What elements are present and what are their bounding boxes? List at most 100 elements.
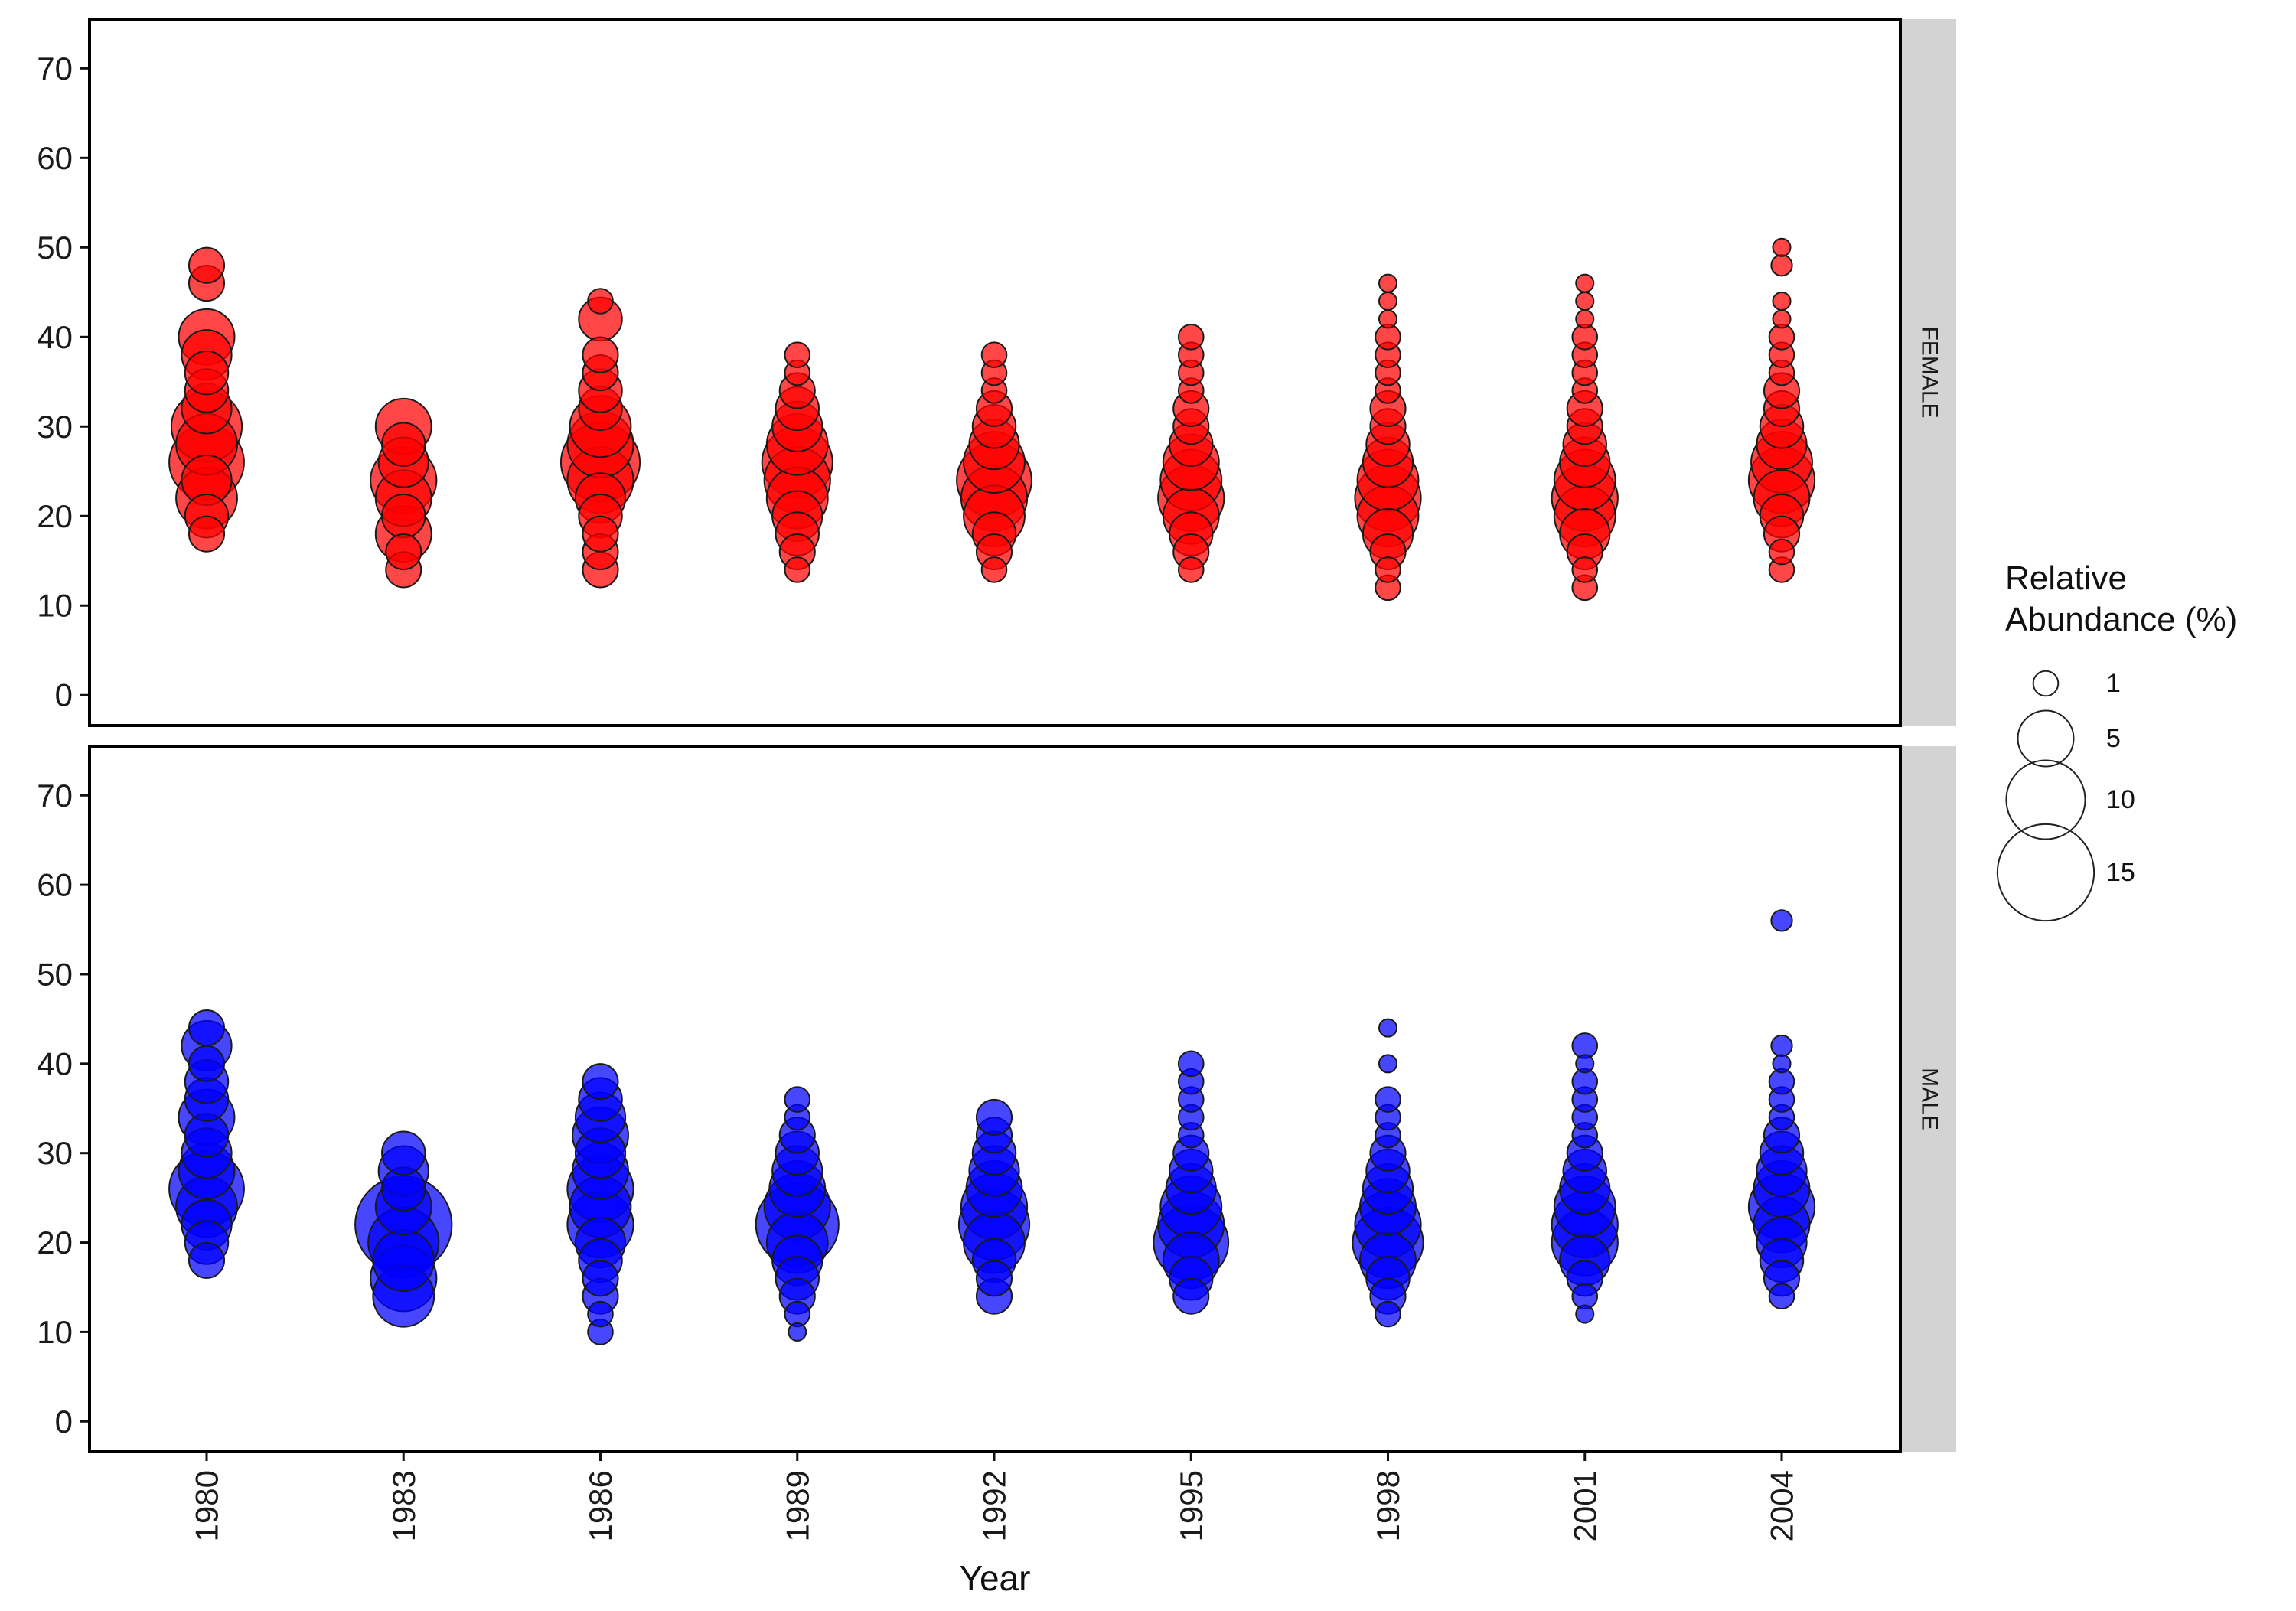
panels-layer: FEMALE 0 10 20 30 40 50 60 70 MALE 0 10 20 30 40 50 60 70 — [37, 18, 1956, 1453]
y-tick-label: 10 — [37, 1314, 73, 1350]
x-axis-title: Year — [960, 1558, 1031, 1598]
bubble-point — [1772, 291, 1792, 311]
legend-title: Abundance (%) — [2005, 601, 2237, 638]
bubble-point — [784, 1086, 811, 1113]
y-tick-label: 50 — [37, 956, 73, 992]
bubble-point — [582, 1260, 619, 1297]
bubble-point — [1772, 1054, 1792, 1074]
y-tick-label: 20 — [37, 1225, 73, 1260]
x-axis: 1980 1983 1986 1989 1992 1995 1998 2001 2004 — [189, 1452, 1800, 1541]
bubble-point — [1772, 309, 1792, 329]
bubble-point — [1770, 909, 1793, 932]
x-tick-label: 2004 — [1764, 1470, 1800, 1541]
y-tick-label: 30 — [37, 1135, 73, 1171]
bubble-point — [381, 1130, 426, 1176]
legend-key-circle — [2017, 709, 2075, 768]
bubble-point — [980, 341, 1008, 368]
bubble-point — [1575, 1304, 1595, 1324]
y-tick-label: 20 — [37, 498, 73, 534]
y-tick-label: 60 — [37, 867, 73, 903]
y-tick-label: 70 — [37, 51, 73, 86]
bubble-point — [1575, 1054, 1595, 1074]
legend-key-label: 15 — [2106, 858, 2135, 887]
bubble-point — [381, 422, 426, 467]
bubble-point — [372, 1228, 435, 1292]
x-tick-label: 1992 — [977, 1470, 1013, 1541]
x-tick-label: 1986 — [582, 1470, 618, 1541]
bubble-point — [188, 515, 226, 553]
bubble-point — [1375, 1300, 1401, 1328]
strip-male — [1900, 746, 1956, 1452]
bubble-point — [1378, 309, 1398, 329]
legend-key-label: 1 — [2106, 669, 2121, 698]
bubble-point — [1177, 556, 1205, 583]
bubble-point — [1378, 1054, 1398, 1074]
y-tick-label: 60 — [37, 140, 73, 176]
bubble-point — [975, 1098, 1013, 1137]
bubble-point — [1575, 273, 1595, 293]
bubble-point — [975, 1260, 1013, 1297]
legend-title: Relative — [2005, 559, 2127, 597]
bubble-point — [1375, 556, 1401, 583]
strip-label-female: FEMALE — [1917, 326, 1942, 418]
bubble-point — [582, 1063, 619, 1101]
y-tick-label: 70 — [37, 778, 73, 814]
bubble-point — [188, 246, 226, 284]
bubble-point — [1768, 538, 1795, 566]
bubble-point — [582, 336, 619, 373]
legend-key-circle — [2032, 670, 2060, 697]
y-tick-label: 50 — [37, 230, 73, 266]
x-tick-label: 2001 — [1567, 1470, 1603, 1541]
bubble-point — [587, 288, 614, 315]
y-tick-label: 40 — [37, 1045, 73, 1081]
bubble-point — [381, 494, 426, 539]
legend-key-circle — [2005, 759, 2086, 840]
strip-label-male: MALE — [1917, 1068, 1942, 1130]
y-tick-label: 0 — [55, 677, 73, 713]
legend-key-label: 5 — [2106, 724, 2121, 753]
y-tick-label: 30 — [37, 409, 73, 445]
bubble-point — [1575, 291, 1595, 311]
x-tick-label: 1980 — [189, 1470, 225, 1541]
bubble-point — [1177, 1050, 1205, 1078]
bubble-point — [1378, 291, 1398, 311]
legend-key-label: 10 — [2106, 785, 2135, 814]
bubble-point — [582, 515, 619, 553]
panel-border-female — [88, 18, 1902, 727]
legend-key-circle — [1996, 823, 2095, 922]
panel-male: MALE 0 10 20 30 40 50 60 70 — [37, 745, 1956, 1453]
y-tick-label: 40 — [37, 319, 73, 355]
bubble-point — [1575, 309, 1595, 329]
bubble-point — [1768, 1283, 1795, 1309]
bubble-point — [1378, 273, 1398, 293]
x-tick-label: 1989 — [779, 1470, 815, 1541]
strip-female — [1900, 19, 1956, 726]
x-tick-label: 1983 — [386, 1470, 422, 1541]
bubble-point — [980, 556, 1008, 583]
bubble-point — [188, 1045, 226, 1082]
y-tick-label: 0 — [55, 1404, 73, 1440]
bubble-point — [1770, 254, 1793, 277]
bubble-point — [1378, 1018, 1398, 1038]
bubble-point — [587, 1300, 614, 1328]
bubble-point — [184, 350, 230, 396]
y-tick-label: 10 — [37, 588, 73, 624]
x-tick-label: 1998 — [1370, 1470, 1406, 1541]
bubble-point — [1172, 1277, 1210, 1315]
x-tick-label: 1995 — [1173, 1470, 1209, 1541]
bubble-point — [1375, 1086, 1401, 1113]
bubble-point — [1770, 1034, 1793, 1058]
bubble-point — [788, 1322, 807, 1342]
bubble-point — [1772, 237, 1792, 257]
bubble-point — [188, 1241, 226, 1279]
bubble-point — [1177, 323, 1205, 351]
panel-female: FEMALE 0 10 20 30 40 50 60 70 — [37, 18, 1956, 727]
bubble-point — [385, 533, 422, 571]
bubble-point — [1571, 556, 1599, 583]
bubble-point — [784, 341, 811, 368]
bubble-point — [784, 556, 811, 583]
bubble-point — [188, 1009, 226, 1047]
